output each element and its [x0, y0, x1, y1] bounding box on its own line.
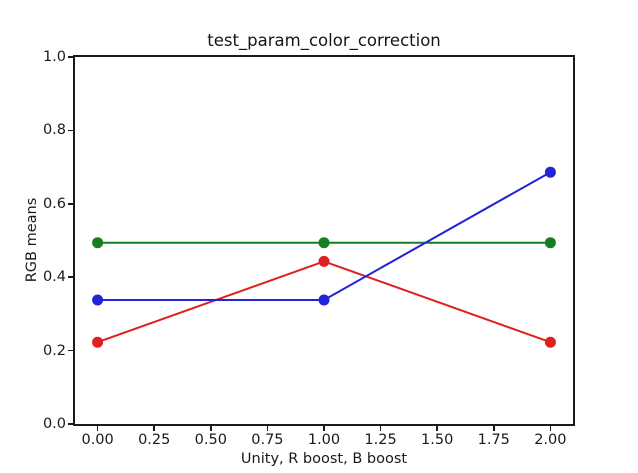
- blue-line-marker: [544, 166, 556, 178]
- x-tick-mark: [210, 426, 212, 431]
- chart-title: test_param_color_correction: [207, 31, 441, 50]
- x-axis-label: Unity, R boost, B boost: [240, 451, 408, 467]
- y-tick-label: 0.8: [42, 122, 66, 139]
- x-tick-label: 2.00: [534, 432, 567, 448]
- x-tick-mark: [379, 426, 382, 431]
- red-line-marker: [318, 255, 330, 267]
- x-tick-label: 0.25: [138, 432, 171, 448]
- blue-line: [97, 171, 551, 301]
- y-axis-label: RGB means: [24, 197, 40, 283]
- y-tick-label: 0.0: [42, 416, 66, 432]
- x-tick-mark: [493, 426, 495, 431]
- blue-line-marker: [92, 294, 104, 306]
- x-tick-label: 0.75: [251, 432, 284, 448]
- x-tick-mark: [323, 426, 325, 431]
- x-tick-label: 1.50: [421, 432, 454, 448]
- y-tick-label: 1.0: [42, 49, 66, 65]
- x-tick-label: 0.50: [194, 432, 227, 448]
- line-plot-canvas: [92, 166, 556, 348]
- x-tick-label: 1.25: [364, 432, 397, 448]
- red-line-marker: [92, 336, 104, 348]
- plot-area: [73, 55, 575, 426]
- green-line-marker: [544, 237, 556, 249]
- x-tick-mark: [549, 426, 552, 431]
- red-line-marker: [544, 336, 556, 348]
- x-tick-mark: [96, 426, 99, 431]
- x-tick-mark: [153, 426, 155, 431]
- x-tick-mark: [266, 426, 269, 431]
- green-line-marker: [92, 237, 104, 249]
- green-line-marker: [318, 237, 330, 249]
- blue-line-marker: [318, 294, 330, 306]
- x-tick-label: 1.00: [307, 432, 341, 448]
- x-tick-label: 1.75: [477, 432, 510, 448]
- x-tick-mark: [436, 426, 438, 431]
- y-tick-label: 0.2: [42, 342, 66, 359]
- x-tick-label: 0.00: [81, 432, 114, 448]
